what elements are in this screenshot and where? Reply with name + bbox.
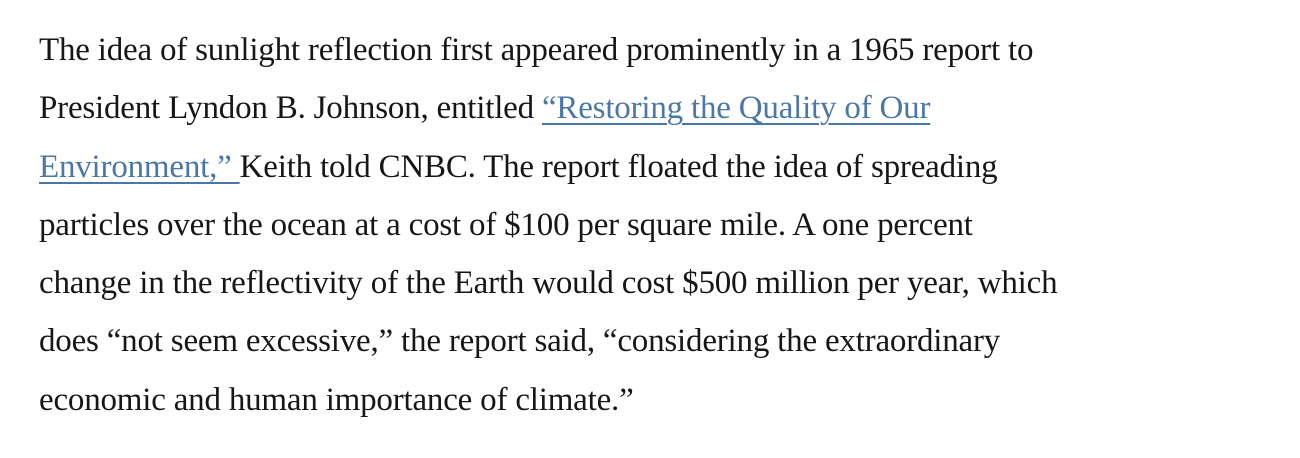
article-paragraph: The idea of sunlight reflection first ap… [39, 21, 1058, 429]
paragraph-text: The idea of sunlight reflection first ap… [39, 32, 1034, 68]
report-link[interactable]: “Restoring the Quality of Our [541, 90, 931, 127]
paragraph-text: change in the reflectivity of the Earth … [39, 265, 1058, 302]
paragraph-text: does “not seem excessive,” the report sa… [39, 323, 1001, 360]
paragraph-line: economic and human importance of climate… [39, 371, 1057, 429]
paragraph-text: President Lyndon B. Johnson, entitled [39, 90, 542, 127]
paragraph-text: Keith told CNBC. The report floated the … [239, 148, 998, 185]
paragraph-line: change in the reflectivity of the Earth … [39, 254, 1058, 312]
paragraph-line: particles over the ocean at a cost of $1… [39, 196, 1057, 254]
report-link[interactable]: Environment,” [39, 148, 240, 185]
paragraph-line: does “not seem excessive,” the report sa… [39, 312, 1057, 370]
paragraph-line: President Lyndon B. Johnson, entitled “R… [39, 79, 1057, 137]
paragraph-text: particles over the ocean at a cost of $1… [39, 206, 973, 243]
paragraph-line: Environment,” Keith told CNBC. The repor… [39, 138, 1057, 196]
paragraph-line: The idea of sunlight reflection first ap… [39, 21, 1057, 79]
paragraph-text: economic and human importance of climate… [39, 381, 634, 418]
